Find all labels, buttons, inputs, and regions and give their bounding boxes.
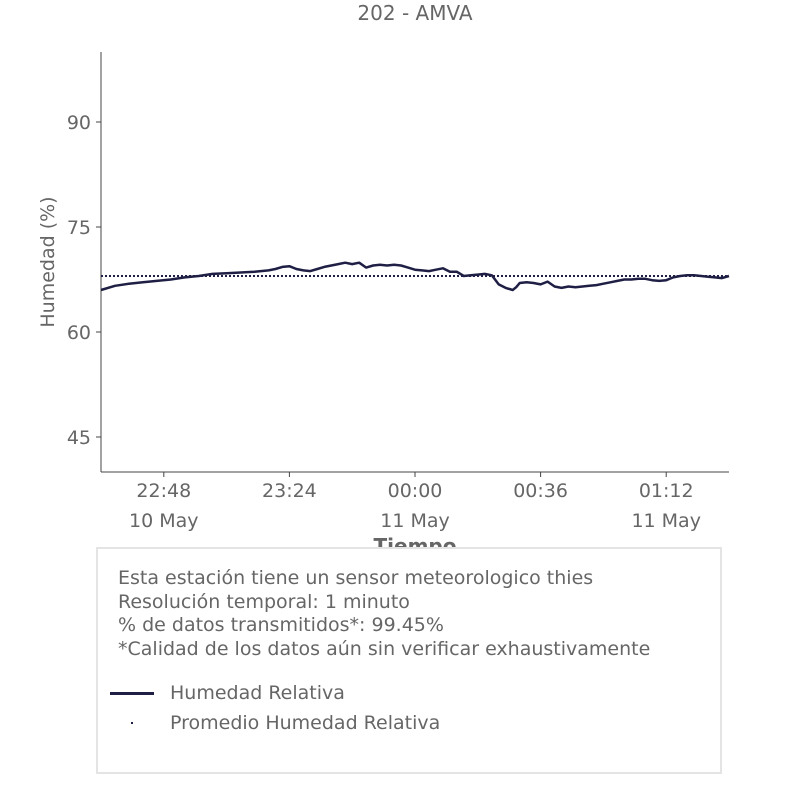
x-tick-date-label: 11 May: [631, 510, 701, 532]
x-tick-date-label: 11 May: [380, 510, 450, 532]
x-tick-label: 00:00: [388, 480, 443, 502]
info-text-block: Esta estación tiene un sensor meteorolog…: [118, 567, 650, 661]
humidity-series-line: [100, 261, 730, 292]
legend-label-humedad: Humedad Relativa: [170, 682, 345, 704]
info-transmission-line: % de datos transmitidos*: 99.45%: [118, 614, 444, 636]
x-tick-label: 00:36: [513, 480, 568, 502]
solid-line-swatch-icon: [110, 681, 156, 705]
y-axis-label: Humedad (%): [37, 196, 59, 327]
info-resolution-line: Resolución temporal: 1 minuto: [118, 590, 410, 613]
x-tick-date-label: 10 May: [129, 510, 199, 532]
x-tick-label: 23:24: [262, 480, 317, 502]
x-tick-label: 01:12: [639, 480, 694, 502]
info-sensor-line: Esta estación tiene un sensor meteorolog…: [118, 567, 594, 589]
chart-title: 202 - AMVA: [357, 1, 472, 25]
x-tick-label: 22:48: [136, 480, 191, 502]
y-tick-label: 60: [67, 322, 91, 344]
y-tick-label: 90: [67, 112, 91, 134]
info-quality-note: *Calidad de los datos aún sin verificar …: [118, 637, 651, 660]
dot-swatch-icon: [110, 711, 156, 735]
y-tick-label: 75: [67, 217, 91, 239]
legend-label-promedio: Promedio Humedad Relativa: [170, 712, 441, 734]
y-tick-label: 45: [67, 427, 91, 449]
info-box: Esta estación tiene un sensor meteorolog…: [96, 547, 722, 774]
